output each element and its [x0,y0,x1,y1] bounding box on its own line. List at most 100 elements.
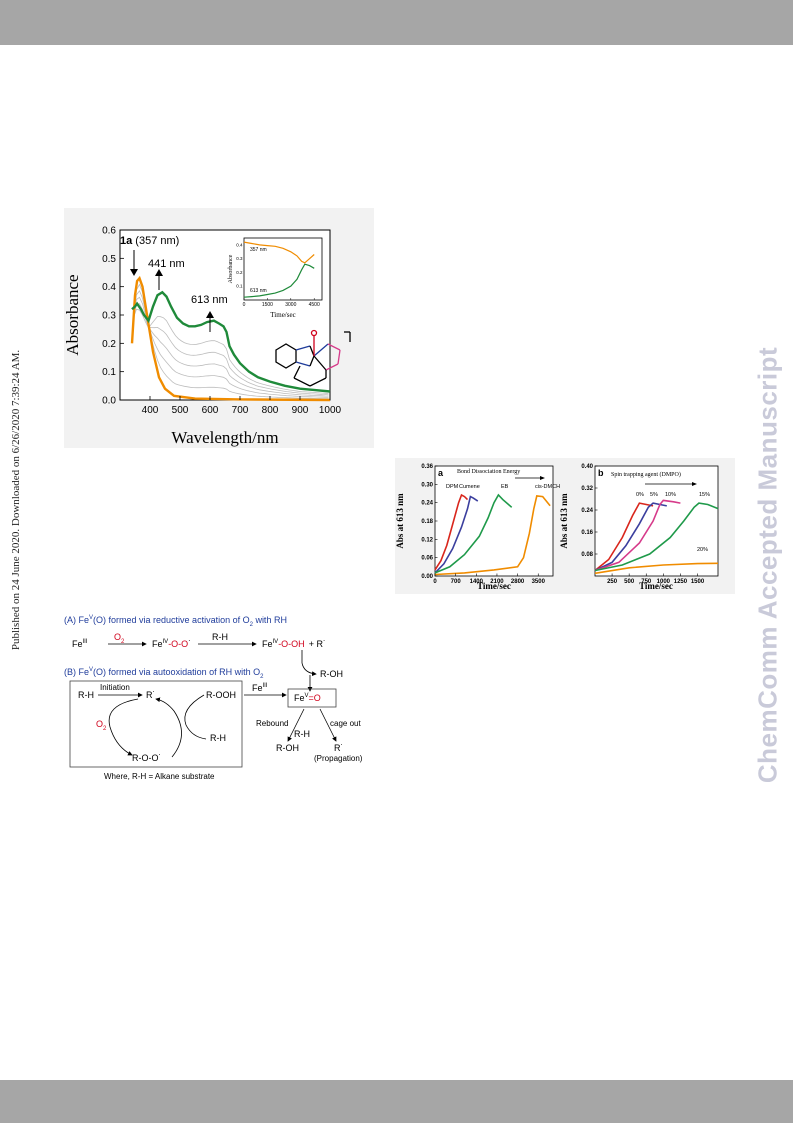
scheme-arrows [69,641,337,768]
series-eb-line [434,493,513,574]
rebound-label: Rebound [256,719,289,728]
footer-band [0,1080,793,1123]
scheme-b-title-sub: 2 [260,673,264,680]
x-tick-label: 800 [262,405,279,416]
inset-y-tick-label: 0.1 [236,284,243,289]
panel-a-y-label: Abs at 613 nm [395,493,405,549]
series-5--line [594,502,667,572]
series-label: cis-DMCH [535,484,560,490]
inset-613-line [243,263,315,298]
panel-a-frame [434,465,554,577]
annotation-441nm: 441 nm [148,258,185,270]
fe-iii-sup: III [82,639,88,645]
x-tick-label: 700 [232,405,249,416]
series-0--line [594,502,654,572]
panel-b-title: Spin trapping agent (DMPO) [611,471,681,478]
radical-dot: ˙ [340,743,344,753]
y-tick-label: 0.00 [421,574,433,580]
rh-reagent: R-H [212,632,228,642]
y-tick-label: 0.40 [581,464,593,470]
fe-iii-sup: III [262,683,268,689]
x-tick-label: 900 [292,405,309,416]
fe-iv-hydroperoxo: FeIV-O-OH + R˙ [262,639,326,649]
x-tick-label: 1000 [657,579,671,585]
x-tick-label: 1400 [470,579,484,585]
y-tick-label: 0.5 [102,254,116,265]
fe-v-oxo: FeV=O [294,693,321,703]
hydroperoxide: R-OOH [206,690,236,700]
x-tick-label: 1000 [319,405,342,416]
r-radical-b: R˙ [334,743,344,753]
annotation-1a-wavelength: (357 nm) [132,235,179,247]
fe-iii-b: FeIII [252,683,268,693]
annotation-1a-bold: 1a [120,235,133,247]
y-tick-label: 0.18 [421,519,433,525]
series-label: 15% [699,492,710,498]
inset-y-tick-label: 0.3 [236,256,243,261]
inset-label-613: 613 nm [250,288,267,294]
peroxyl-radical: R-O-O˙ [132,753,162,763]
series-15--line [594,502,719,572]
x-tick-label: 600 [202,405,219,416]
y-tick-label: 0.0 [102,396,116,407]
intermediate-spectra [133,283,329,400]
scheme-a-title-post: (O) formed via reductive activation of O [93,615,250,625]
intermediate-spectrum-line [133,296,329,397]
iron-complex-structure [275,329,351,387]
intermediate-spectrum-line [133,308,329,394]
rh-start: R-H [78,690,94,700]
x-tick-label: 3500 [532,579,546,585]
fe-iv-sup: IV [272,639,279,645]
uv-vis-spectrum-figure: 400 500 600 700 800 900 1000 0.0 0.1 0.2 0.3 0.4 0.… [64,208,374,448]
radical-dot: ˙ [152,690,156,700]
scheme-b-title-sup: V [89,667,94,673]
fe-text: Fe [72,639,83,649]
y-tick-label: 0.24 [421,501,433,507]
y-axis-label: Absorbance [64,274,82,355]
scheme-b-title-post: (O) formed via autooxidation of RH with … [93,667,261,677]
inset-label-357: 357 nm [250,247,267,253]
ooh-text: -O-OH [278,639,305,649]
accepted-manuscript-watermark: ChemComm Accepted Manuscript [752,346,783,784]
header-band [0,0,793,45]
y-tick-label: 0.2 [102,339,116,350]
x-axis-label: Wavelength/nm [171,428,278,447]
r-text: R [334,743,341,753]
scheme-b-title-pre: (B) Fe [64,667,90,677]
arrowhead-613 [206,311,214,318]
y-tick-label: 0.3 [102,311,116,322]
x-tick-label: 750 [641,579,652,585]
alkyl-radical: R˙ [146,690,156,700]
inset-x-tick-label: 4500 [309,302,320,308]
plus-r-text: + R [308,639,323,649]
y-tick-label: 0.36 [421,464,433,470]
intermediate-spectrum-line [133,283,329,400]
inset-y-tick-label: 0.2 [236,270,243,275]
series-20--line [594,562,719,575]
fe-iv-superoxo: FeIV-O-O˙ [152,639,191,649]
x-tick-label: 2800 [511,579,525,585]
inset-x-label: Time/sec [270,311,295,319]
fe-text: Fe [152,639,163,649]
series-label: DPM [446,484,459,490]
radical-dot: ˙ [158,753,162,763]
o2-text: O [114,632,122,642]
fe-iv-sup: IV [162,639,169,645]
kinetics-figure: a b Bond Dissociation Energy Spin trappi… [395,458,735,594]
inset-x-tick-label: 3000 [285,302,296,308]
fe-text: Fe [252,683,263,693]
x-tick-label: 0 [433,579,437,585]
intermediate-spectrum-line [133,303,329,396]
panel-b-letter: b [598,468,604,478]
series-label: 5% [650,492,658,498]
annotation-613nm: 613 nm [191,294,228,306]
inset-x-tick-label: 1500 [262,302,273,308]
fe-iii-label: FeIII [72,639,88,649]
rooh-text: R-OOH [206,690,236,700]
mechanism-scheme: (A) FeV(O) formed via reductive activati… [64,615,394,790]
roh-product-a: R-OH [320,669,343,679]
y-tick-label: 0.16 [581,530,593,536]
series-cumene-line [434,495,479,574]
panel-a-arrowhead [540,476,545,480]
scheme-b-title: (B) FeV(O) formed via autooxidation of R… [64,667,264,680]
